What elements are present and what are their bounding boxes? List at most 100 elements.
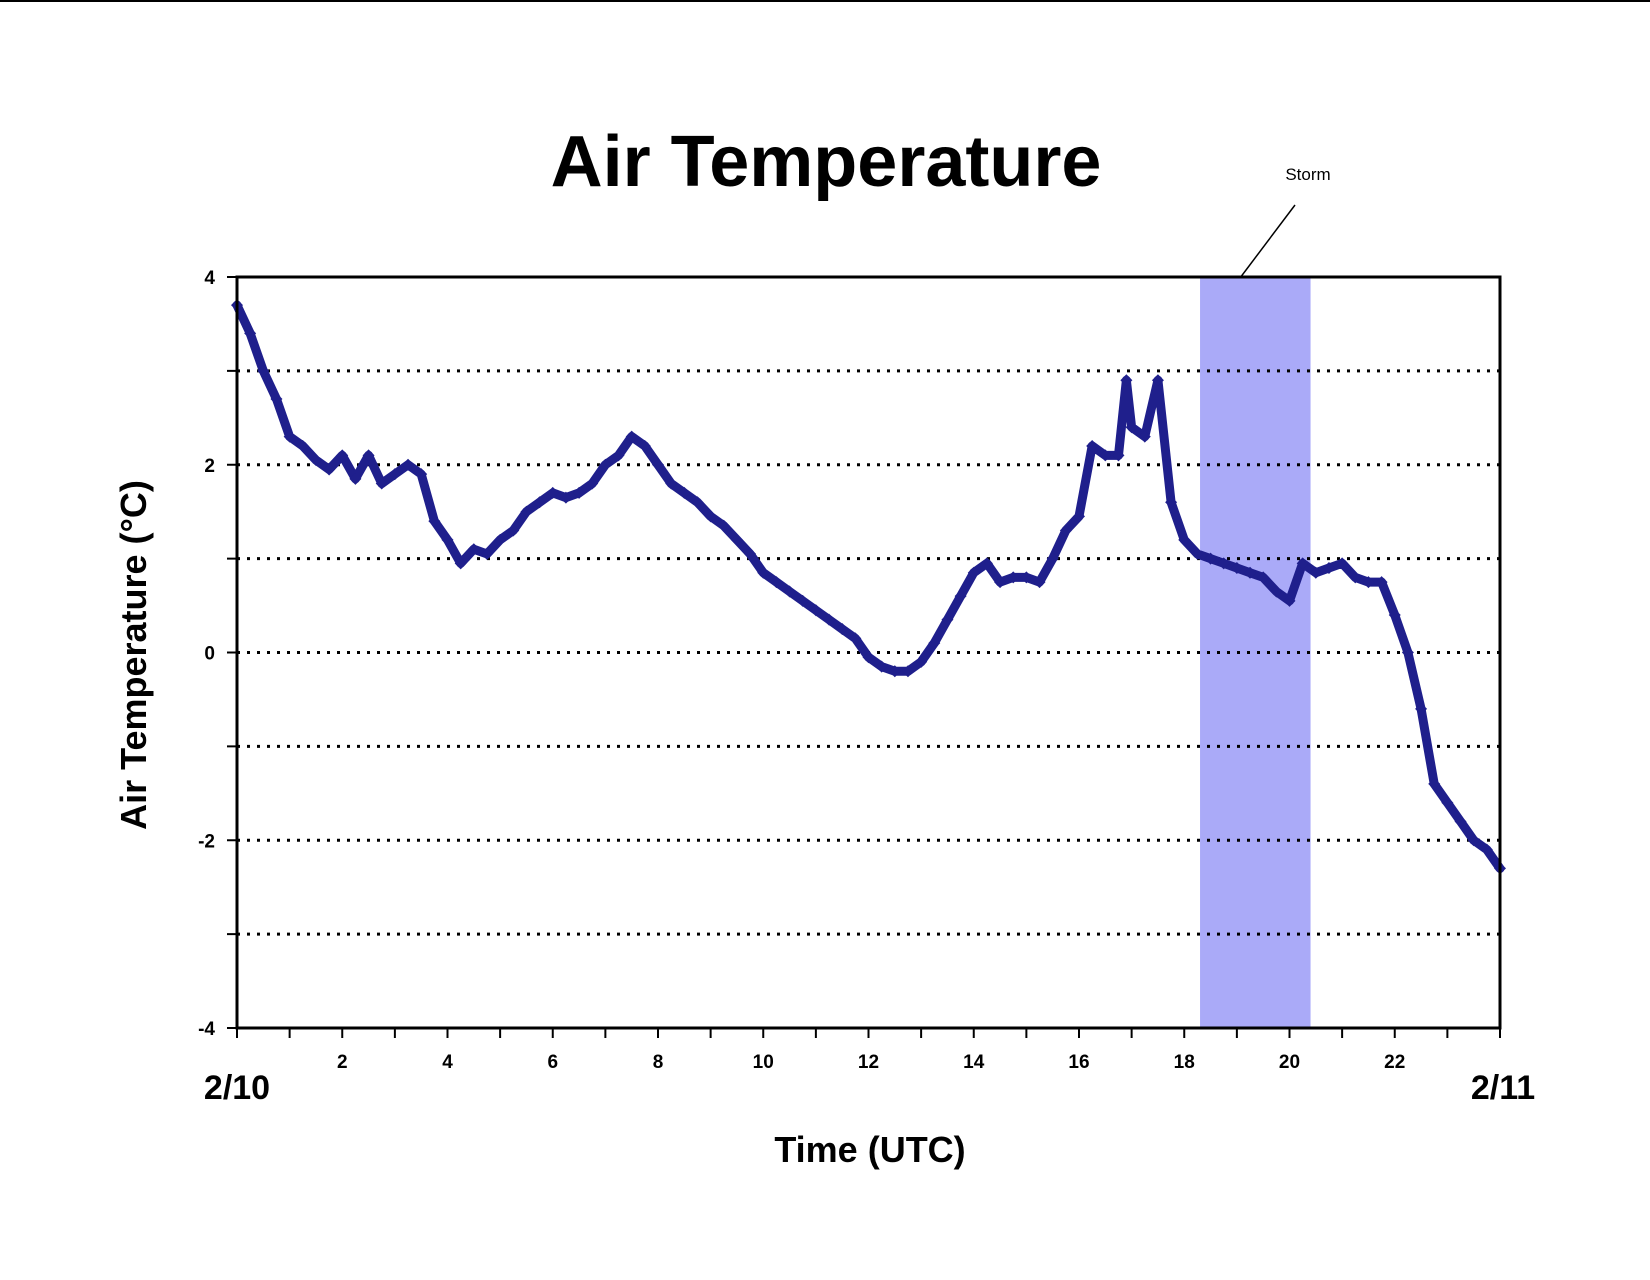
data-point bbox=[1401, 646, 1414, 659]
data-point bbox=[388, 468, 401, 481]
data-point bbox=[1178, 533, 1191, 546]
y-axis-title: Air Temperature (°C) bbox=[113, 480, 154, 830]
data-point bbox=[691, 496, 704, 509]
data-point bbox=[704, 510, 717, 523]
data-point bbox=[283, 430, 296, 443]
start-date-label: 2/10 bbox=[204, 1069, 270, 1107]
data-point bbox=[1283, 594, 1296, 607]
data-point bbox=[967, 566, 980, 579]
end-date-label: 2/11 bbox=[1471, 1069, 1535, 1107]
data-point bbox=[612, 449, 625, 462]
data-point bbox=[1415, 702, 1428, 715]
data-point bbox=[1086, 439, 1099, 452]
x-tick-label: 12 bbox=[858, 1052, 879, 1073]
data-point bbox=[309, 454, 322, 467]
data-point bbox=[1020, 571, 1033, 584]
data-point bbox=[1309, 566, 1322, 579]
data-point bbox=[428, 515, 441, 528]
x-tick-label: 18 bbox=[1174, 1052, 1195, 1073]
data-point bbox=[1165, 496, 1178, 509]
data-point bbox=[1467, 834, 1480, 847]
x-tick-label: 14 bbox=[963, 1052, 985, 1073]
data-point bbox=[1120, 374, 1133, 387]
data-point bbox=[349, 472, 362, 485]
data-point bbox=[257, 364, 270, 377]
data-point bbox=[1270, 585, 1283, 598]
y-tick-label: 2 bbox=[204, 456, 215, 477]
data-point bbox=[599, 458, 612, 471]
data-point bbox=[744, 547, 757, 560]
data-point bbox=[586, 477, 599, 490]
data-point bbox=[1428, 777, 1441, 790]
data-point bbox=[1125, 421, 1138, 434]
data-point bbox=[494, 533, 507, 546]
x-tick-label: 20 bbox=[1279, 1052, 1300, 1073]
data-point bbox=[1138, 430, 1151, 443]
data-point bbox=[546, 486, 559, 499]
data-point bbox=[533, 496, 546, 509]
data-point bbox=[1046, 552, 1059, 565]
x-axis-ticks: 2 4 6 8 10 12 14 16 18 20 22 bbox=[236, 1028, 1501, 1073]
data-point bbox=[296, 439, 309, 452]
y-axis-ticks: 4 2 0 -2 -4 bbox=[198, 268, 237, 1040]
data-point bbox=[1296, 557, 1309, 570]
data-point bbox=[823, 613, 836, 626]
data-point bbox=[362, 449, 375, 462]
data-point bbox=[980, 557, 993, 570]
data-point bbox=[1007, 571, 1020, 584]
y-tick-label: -4 bbox=[198, 1019, 215, 1040]
x-tick-label: 10 bbox=[753, 1052, 774, 1073]
data-point bbox=[1099, 449, 1112, 462]
data-point bbox=[638, 439, 651, 452]
data-point bbox=[730, 533, 743, 546]
x-tick-label: 16 bbox=[1068, 1052, 1089, 1073]
data-point bbox=[441, 533, 454, 546]
data-point bbox=[336, 449, 349, 462]
data-point bbox=[402, 458, 415, 471]
data-point bbox=[1230, 562, 1243, 575]
y-tick-label: 4 bbox=[204, 268, 215, 289]
x-tick-label: 4 bbox=[442, 1052, 453, 1073]
storm-annotation-label: Storm bbox=[1285, 165, 1330, 184]
data-point bbox=[757, 566, 770, 579]
data-point bbox=[1073, 510, 1085, 523]
data-point bbox=[1336, 557, 1349, 570]
data-point bbox=[1480, 843, 1493, 856]
x-tick-label: 8 bbox=[653, 1052, 664, 1073]
x-tick-label: 22 bbox=[1384, 1052, 1405, 1073]
data-point bbox=[678, 486, 691, 499]
x-tick-label: 2 bbox=[337, 1052, 348, 1073]
data-point bbox=[480, 547, 493, 560]
data-point bbox=[1362, 576, 1375, 589]
data-point bbox=[1059, 524, 1072, 537]
data-point bbox=[323, 463, 336, 476]
data-point bbox=[783, 585, 796, 598]
data-point bbox=[1441, 796, 1454, 809]
y-tick-label: -2 bbox=[198, 831, 215, 852]
data-point bbox=[1033, 576, 1046, 589]
data-point bbox=[796, 594, 809, 607]
data-point bbox=[652, 458, 664, 471]
data-point bbox=[573, 486, 586, 499]
chart-title: Air Temperature bbox=[551, 122, 1102, 202]
temperature-trace bbox=[232, 300, 1505, 873]
data-point bbox=[665, 477, 678, 490]
data-point bbox=[954, 590, 967, 603]
data-point bbox=[415, 468, 428, 481]
data-point bbox=[915, 655, 928, 668]
data-point bbox=[809, 604, 822, 617]
data-point bbox=[1191, 547, 1204, 560]
y-tick-label: 0 bbox=[204, 644, 215, 665]
data-point bbox=[1349, 571, 1362, 584]
data-point bbox=[1454, 815, 1467, 828]
temperature-series bbox=[231, 299, 1506, 875]
data-point bbox=[270, 393, 283, 406]
data-point bbox=[770, 576, 783, 589]
data-point bbox=[941, 613, 954, 626]
data-point bbox=[994, 576, 1007, 589]
data-point bbox=[888, 665, 901, 678]
data-point bbox=[1217, 557, 1230, 570]
data-point bbox=[507, 524, 520, 537]
